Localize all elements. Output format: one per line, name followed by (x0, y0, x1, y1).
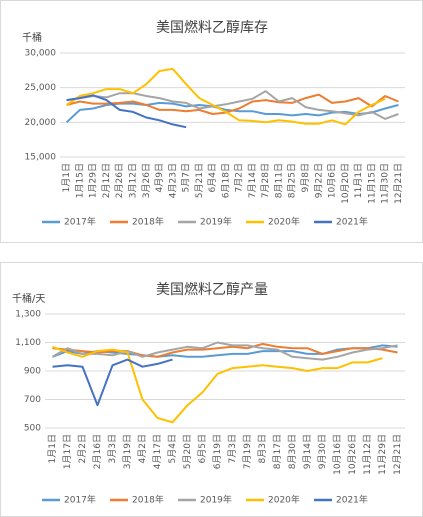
legend-label: 2018年 (132, 494, 164, 506)
y-tick-label: 1,100 (15, 338, 41, 348)
x-tick-label: 11月30日 (380, 163, 391, 204)
x-tick-label: 11月29日 (377, 434, 388, 475)
legend-label: 2019年 (200, 216, 232, 228)
x-tick-label: 7月19日 (242, 434, 253, 469)
chart-title: 美国燃料乙醇产量 (156, 281, 268, 298)
legend-label: 2018年 (132, 216, 164, 228)
legend-label: 2019年 (200, 494, 232, 506)
x-tick-label: 2月26日 (114, 163, 125, 198)
x-tick-label: 12月21日 (392, 434, 403, 475)
x-tick-label: 1月17日 (62, 434, 73, 469)
y-tick-label: 15,000 (25, 153, 57, 163)
x-tick-label: 1月1日 (47, 434, 58, 463)
chart-frame (0, 262, 423, 517)
x-tick-label: 9月8日 (300, 163, 311, 192)
chart-title: 美国燃料乙醇库存 (156, 19, 268, 36)
x-tick-label: 9月30日 (317, 434, 328, 469)
y-tick-label: 500 (24, 424, 41, 434)
y-tick-label: 25,000 (25, 83, 57, 93)
y-tick-label: 20,000 (25, 118, 57, 128)
legend-label: 2021年 (336, 494, 368, 506)
x-tick-label: 8月11日 (273, 163, 284, 198)
x-tick-label: 7月3日 (227, 434, 238, 463)
x-tick-label: 7月14日 (247, 163, 258, 198)
x-tick-label: 1月15日 (74, 163, 85, 198)
x-tick-label: 5月4日 (167, 434, 178, 463)
x-tick-label: 2月16日 (92, 434, 103, 469)
x-tick-label: 3月19日 (122, 434, 133, 469)
x-tick-label: 11月1日 (353, 163, 364, 198)
x-tick-label: 5月21日 (194, 163, 205, 198)
series-line (52, 358, 173, 407)
x-tick-label: 2月2日 (77, 434, 88, 463)
x-tick-label: 4月17日 (152, 434, 163, 469)
x-tick-label: 3月12日 (127, 163, 138, 198)
x-tick-label: 4月23日 (167, 163, 178, 198)
x-tick-label: 9月14日 (302, 434, 313, 469)
x-tick-label: 1月1日 (61, 163, 72, 192)
series-line (52, 341, 398, 361)
y-tick-label: 30,000 (25, 49, 57, 59)
x-tick-label: 10月26日 (347, 434, 358, 475)
x-tick-label: 1月29日 (88, 163, 99, 198)
y-tick-label: 900 (24, 367, 41, 377)
x-tick-label: 8月25日 (287, 163, 298, 198)
x-tick-label: 6月4日 (207, 163, 218, 192)
x-tick-label: 7月2日 (234, 163, 245, 192)
x-tick-label: 7月28日 (260, 163, 271, 198)
series-line (52, 342, 398, 358)
x-tick-label: 9月22日 (313, 163, 324, 198)
x-tick-label: 4月2日 (137, 434, 148, 463)
series-line (66, 93, 399, 115)
x-tick-label: 6月19日 (212, 434, 223, 469)
x-tick-label: 2月12日 (101, 163, 112, 198)
x-tick-label: 5月20日 (182, 434, 193, 469)
legend-label: 2017年 (64, 216, 96, 228)
series-line (66, 90, 399, 120)
x-tick-label: 4月9日 (154, 163, 165, 192)
series-line (66, 94, 187, 129)
x-tick-label: 5月7日 (181, 163, 192, 192)
legend-label: 2017年 (64, 494, 96, 506)
x-tick-label: 10月16日 (332, 434, 343, 475)
x-tick-label: 3月3日 (107, 434, 118, 463)
x-tick-label: 6月18日 (220, 163, 231, 198)
y-tick-label: 700 (24, 395, 41, 405)
x-tick-label: 8月3日 (257, 434, 268, 463)
x-tick-label: 11月12日 (362, 434, 373, 475)
x-tick-label: 8月30日 (287, 434, 298, 469)
x-tick-label: 11月15日 (366, 163, 377, 204)
x-tick-label: 10月6日 (327, 163, 338, 198)
x-tick-label: 3月26日 (141, 163, 152, 198)
legend-label: 2021年 (336, 216, 368, 228)
x-tick-label: 12月21日 (393, 163, 404, 204)
y-axis-label: 千桶/天 (12, 292, 45, 305)
y-axis-label: 千桶 (22, 31, 42, 44)
series-line (66, 67, 386, 126)
x-tick-label: 8月17日 (272, 434, 283, 469)
legend-label: 2020年 (268, 494, 300, 506)
legend-label: 2020年 (268, 216, 300, 228)
x-tick-label: 6月5日 (197, 434, 208, 463)
series-line (52, 345, 383, 424)
chart-frame (0, 0, 423, 243)
x-tick-label: 10月20日 (340, 163, 351, 204)
y-tick-label: 1,300 (15, 310, 41, 320)
